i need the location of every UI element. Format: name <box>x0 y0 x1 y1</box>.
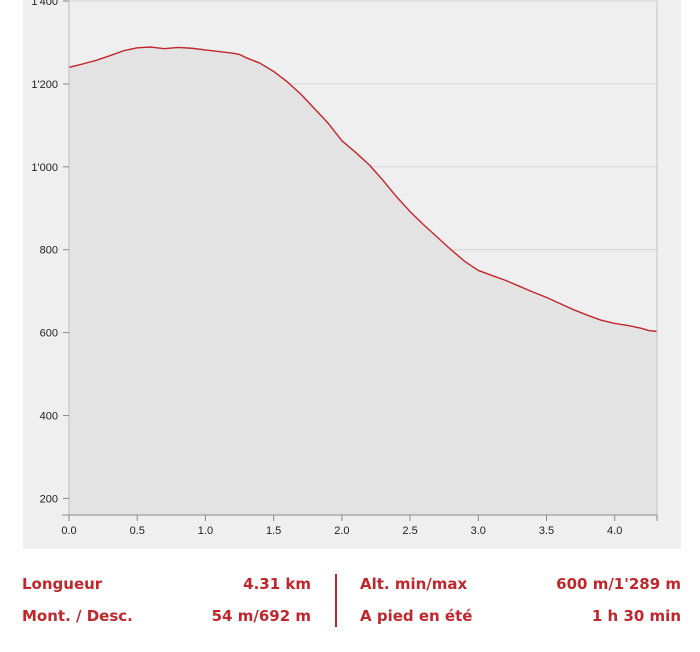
y-tick-label: 400 <box>40 411 58 423</box>
y-tick-label: 600 <box>40 328 58 340</box>
y-tick-label: 1'400 <box>31 0 58 8</box>
ascent-descent-label: Mont. / Desc. <box>22 607 133 625</box>
x-tick-label: 0.0 <box>61 525 76 537</box>
elevation-area <box>69 47 657 515</box>
x-tick-label: 3.0 <box>471 525 486 537</box>
y-tick-label: 800 <box>40 245 58 257</box>
altitude-minmax-value: 600 m/1'289 m <box>556 575 681 593</box>
x-tick-label: 2.5 <box>402 525 417 537</box>
y-tick-label: 1'200 <box>31 79 58 91</box>
route-stats: Longueur 4.31 km Mont. / Desc. 54 m/692 … <box>0 566 700 636</box>
altitude-minmax-label: Alt. min/max <box>360 575 468 593</box>
elevation-line <box>68 46 658 333</box>
x-tick-label: 0.5 <box>130 525 145 537</box>
x-tick-label: 1.5 <box>266 525 281 537</box>
y-tick-label: 1'000 <box>31 162 58 174</box>
stats-divider <box>335 574 337 627</box>
walking-time-label: A pied en été <box>360 607 473 625</box>
y-tick-label: 200 <box>40 493 58 505</box>
length-label: Longueur <box>22 575 103 593</box>
x-tick-label: 2.0 <box>334 525 349 537</box>
x-tick-label: 4.0 <box>607 525 622 537</box>
elevation-profile-chart: 200 400 600 800 1'000 1'200 1'400 0.0 0.5 1.0 1.5 2… <box>31 0 658 537</box>
length-value: 4.31 km <box>243 575 311 593</box>
x-tick-label: 3.5 <box>539 525 554 537</box>
x-tick-label: 1.0 <box>198 525 213 537</box>
ascent-descent-value: 54 m/692 m <box>211 607 311 625</box>
walking-time-value: 1 h 30 min <box>591 607 681 625</box>
